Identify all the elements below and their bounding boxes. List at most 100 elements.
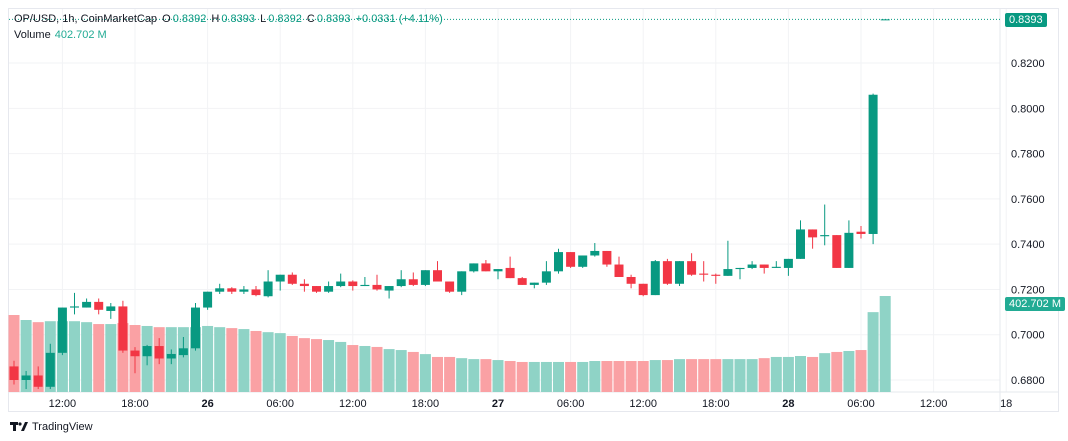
volume-bar bbox=[855, 350, 867, 392]
high-value: 0.8393 bbox=[221, 13, 256, 25]
volume-bar bbox=[311, 339, 322, 392]
price-tick-label: 0.8000 bbox=[1011, 103, 1045, 115]
volume-tag: 402.702 M bbox=[1005, 297, 1065, 311]
candle-body bbox=[239, 289, 249, 292]
candle-body bbox=[723, 269, 733, 276]
candle-body bbox=[118, 306, 128, 351]
time-tick-label: 12:00 bbox=[920, 398, 948, 410]
volume-bar bbox=[383, 349, 395, 392]
candle-body bbox=[215, 288, 225, 292]
candle-body bbox=[747, 264, 757, 268]
candle-body bbox=[481, 263, 491, 272]
price-tick-label: 0.7800 bbox=[1011, 149, 1045, 161]
volume-bar bbox=[395, 350, 407, 392]
volume-bar bbox=[770, 356, 782, 392]
volume-bar bbox=[589, 361, 601, 392]
volume-bar bbox=[722, 359, 734, 392]
volume-bar bbox=[613, 361, 625, 392]
candle-body bbox=[626, 276, 636, 284]
volume-bar bbox=[347, 345, 359, 392]
close-value: 0.8393 bbox=[316, 13, 351, 25]
price-tick-label: 0.8200 bbox=[1011, 58, 1045, 70]
price-tick-label: 0.7600 bbox=[1011, 194, 1045, 206]
candle-body bbox=[433, 270, 442, 282]
time-tick-label: 28 bbox=[782, 398, 794, 410]
volume-bar bbox=[565, 361, 577, 392]
candle-body bbox=[360, 284, 370, 287]
candle-body bbox=[94, 301, 104, 310]
candle-body bbox=[336, 281, 346, 287]
candle-body bbox=[142, 346, 152, 357]
volume-bar bbox=[298, 338, 310, 392]
candle-body bbox=[445, 281, 455, 292]
volume-bar bbox=[250, 330, 262, 392]
time-tick-label: 27 bbox=[492, 398, 504, 410]
volume-label: Volume bbox=[14, 29, 51, 41]
open-label: O bbox=[162, 13, 171, 25]
time-tick-label: 12:00 bbox=[339, 398, 367, 410]
candle-body bbox=[529, 282, 539, 285]
volume-bar bbox=[831, 351, 843, 392]
time-tick-label: 18 bbox=[1000, 398, 1012, 410]
candle-body bbox=[33, 375, 43, 387]
volume-bar bbox=[8, 315, 20, 392]
volume-bar bbox=[577, 361, 589, 392]
candle-body bbox=[263, 281, 273, 297]
time-tick-label: 06:00 bbox=[557, 398, 585, 410]
volume-value: 402.702 M bbox=[54, 29, 107, 41]
last-price-tag: 0.8393 bbox=[1005, 13, 1047, 27]
volume-bar bbox=[202, 325, 214, 392]
volume-bar bbox=[69, 321, 80, 392]
tradingview-logo[interactable]: TradingView bbox=[10, 421, 93, 433]
time-tick-label: 12:00 bbox=[49, 398, 77, 410]
candle-body bbox=[396, 279, 406, 287]
volume-bar bbox=[698, 359, 710, 392]
volume-bar bbox=[516, 361, 528, 392]
volume-bar bbox=[867, 312, 879, 392]
candle-body bbox=[166, 353, 176, 359]
volume-bar bbox=[238, 329, 250, 392]
volume-bar bbox=[625, 361, 637, 392]
volume-bar bbox=[661, 360, 673, 392]
candle-body bbox=[21, 375, 31, 380]
candle-body bbox=[384, 286, 394, 291]
candle-body bbox=[45, 352, 55, 387]
candle-body bbox=[832, 235, 842, 268]
volume-bar bbox=[540, 361, 552, 392]
candle-body bbox=[227, 288, 237, 292]
volume-bar bbox=[105, 324, 117, 392]
candle-body bbox=[408, 279, 418, 285]
candle-body bbox=[178, 348, 188, 356]
volume-bar bbox=[819, 353, 831, 392]
volume-bar bbox=[56, 321, 68, 392]
candle-body bbox=[9, 366, 19, 380]
candle-body bbox=[154, 346, 164, 359]
volume-bar bbox=[371, 346, 383, 392]
high-label: H bbox=[211, 13, 220, 25]
candle-body bbox=[541, 271, 551, 283]
time-tick-label: 18:00 bbox=[702, 398, 730, 410]
volume-bar bbox=[758, 358, 770, 392]
chart-frame[interactable] bbox=[8, 8, 1059, 412]
volume-bar bbox=[323, 340, 335, 392]
volume-bar bbox=[190, 327, 201, 392]
volume-bar bbox=[480, 359, 492, 392]
candle-body bbox=[650, 261, 660, 296]
time-tick-label: 06:00 bbox=[847, 398, 875, 410]
price-tick-label: 0.7000 bbox=[1011, 330, 1045, 342]
volume-legend: Volume 402.702 M bbox=[14, 29, 107, 41]
volume-bar bbox=[407, 351, 419, 392]
candle-body bbox=[554, 252, 563, 272]
candle-body bbox=[759, 264, 769, 268]
volume-bar bbox=[782, 356, 794, 392]
candle-body bbox=[735, 267, 745, 270]
volume-bar bbox=[843, 350, 855, 392]
candle-body bbox=[469, 263, 479, 272]
price-tick-label: 0.7400 bbox=[1011, 239, 1045, 251]
volume-bar bbox=[686, 359, 698, 392]
candle-body bbox=[687, 261, 697, 275]
price-tick-label: 0.7200 bbox=[1011, 284, 1045, 296]
candle-body bbox=[771, 266, 781, 268]
candle-body bbox=[82, 301, 92, 308]
